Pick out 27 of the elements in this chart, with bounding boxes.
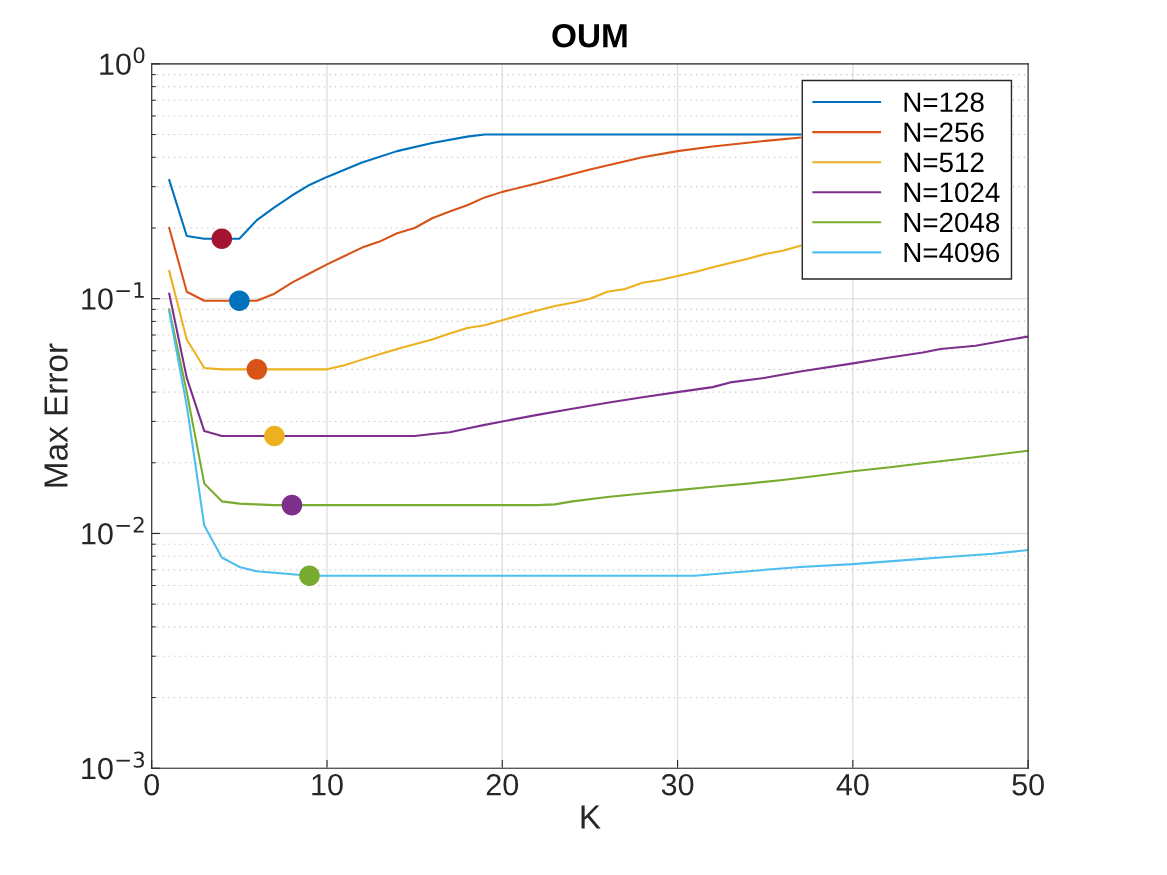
y-tick-label: 10$^{−2}$ xyxy=(82,516,144,545)
y-axis-title: Max Error xyxy=(44,343,68,487)
point xyxy=(229,290,250,312)
line-series xyxy=(168,292,1029,438)
x-tick-label: 0 xyxy=(144,773,160,796)
legend-label: N=512 xyxy=(904,152,984,173)
point xyxy=(211,228,233,250)
x-axis-title: K xyxy=(581,805,601,829)
y-tick-label: 10$^{−3}$ xyxy=(82,751,145,780)
legend-label: N=2048 xyxy=(904,212,1000,233)
point xyxy=(246,359,268,380)
point xyxy=(299,565,320,587)
y-tick-label: 10$^{−1}$ xyxy=(82,282,144,310)
legend-label: N=128 xyxy=(904,92,984,113)
legend-label: N=4096 xyxy=(904,242,1000,263)
x-tick-label: 50 xyxy=(1012,773,1044,796)
x-tick-label: 20 xyxy=(486,773,519,796)
point xyxy=(281,494,303,516)
x-tick-label: 30 xyxy=(661,773,694,796)
line-series xyxy=(168,308,1029,507)
chart-title: OUM xyxy=(552,23,627,48)
point xyxy=(264,425,285,447)
x-tick-label: 40 xyxy=(836,773,869,796)
legend-label: N=1024 xyxy=(904,182,1000,203)
y-tick-label: 10$^{0}$ xyxy=(100,47,145,76)
x-tick-label: 10 xyxy=(312,773,343,796)
legend-label: N=256 xyxy=(904,122,984,143)
